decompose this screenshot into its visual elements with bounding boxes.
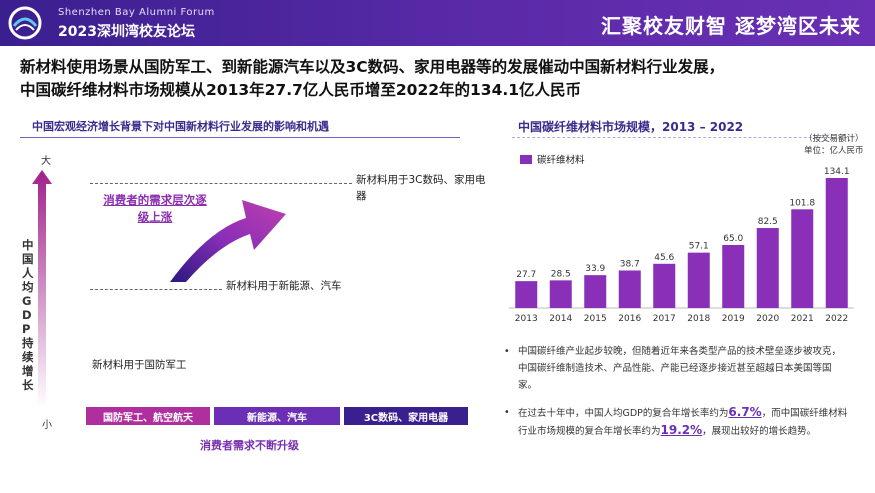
tick-label-2021: 2021: [791, 314, 814, 324]
headline-line-1: 新材料使用场景从国防军工、到新能源汽车以及3C数码、家用电器等的发展催动中国新材…: [20, 58, 725, 76]
gdp-arrow-icon: [32, 170, 52, 408]
consumer-label: 消费者需求不断升级: [200, 439, 299, 452]
slogan: 汇聚校友财智 逐梦湾区未来: [601, 14, 861, 38]
value-label-2014: 28.5: [551, 269, 571, 279]
axis-bottom-label: 小: [42, 420, 52, 431]
value-label-2017: 45.6: [654, 253, 674, 263]
right-title-rule: [512, 137, 847, 138]
value-label-2020: 82.5: [758, 217, 778, 227]
bar-2021: [791, 209, 814, 308]
tick-label-2016: 2016: [618, 314, 641, 324]
segment-ev: 新能源、汽车: [214, 407, 340, 425]
axis-top-label: 大: [41, 156, 51, 167]
bullet-2-pre: 在过去十年中，中国人均GDP的复合年增长率约为: [518, 408, 729, 419]
level-text-ev: 新材料用于新能源、汽车: [226, 280, 342, 292]
value-label-2013: 27.7: [516, 270, 536, 280]
tick-label-2022: 2022: [825, 314, 848, 324]
bar-2016: [618, 270, 641, 308]
bar-2017: [653, 263, 676, 308]
bar-2022: [825, 178, 848, 308]
bar-2013: [515, 281, 538, 308]
unit-note: （按交易额计） 单位：亿人民币: [804, 133, 864, 157]
value-label-2018: 57.1: [689, 242, 709, 252]
segment-defense: 国防军工、航空航天: [86, 407, 210, 425]
carbon-fiber-bar-chart: 27.7 2013 28.5 2014 33.9 2015 38.7 2016 45.6 2017…: [509, 167, 854, 324]
value-label-2015: 33.9: [585, 264, 605, 274]
bullet-dot: •: [504, 407, 510, 418]
unit-note-line-1: （按交易额计）: [804, 134, 864, 144]
bullet-1-text: 中国碳纤维产业起步较晚，但随着近年来各类型产品的技术壁垒逐步被攻克，中国碳纤维制…: [518, 346, 842, 391]
tick-label-2015: 2015: [584, 314, 607, 324]
tick-label-2013: 2013: [515, 314, 538, 324]
tick-label-2020: 2020: [756, 314, 779, 324]
bar-2019: [722, 244, 745, 308]
bullet-1: • 中国碳纤维产业起步较晚，但随着近年来各类型产品的技术壁垒逐步被攻克，中国碳纤…: [504, 343, 848, 394]
forum-name-en: Shenzhen Bay Alumni Forum: [58, 7, 215, 18]
headline-line-2: 中国碳纤维材料市场规模从2013年27.7亿人民币增至2022年的134.1亿人…: [20, 81, 582, 99]
value-label-2016: 38.7: [620, 259, 640, 269]
forum-logo-icon: [8, 6, 42, 40]
value-label-2019: 65.0: [723, 234, 743, 244]
bar-2014: [549, 280, 572, 308]
tick-label-2018: 2018: [687, 314, 710, 324]
tick-label-2019: 2019: [722, 314, 745, 324]
left-title-rule: [20, 137, 460, 138]
bullet-2-mid: ，而中国碳纤维材料行业市场规模的复合年增长率约为: [518, 408, 848, 437]
page-headline: 新材料使用场景从国防军工、到新能源汽车以及3C数码、家用电器等的发展催动中国新材…: [20, 56, 860, 102]
level-line-3c: [90, 183, 352, 184]
bar-2015: [584, 275, 607, 308]
gdp-axis-label: 中国人均GDP持续增长: [22, 238, 34, 392]
upgrade-arrow-icon: [170, 200, 286, 282]
right-panel-title: 中国碳纤维材料市场规模，2013 – 2022: [518, 120, 744, 134]
value-label-2021: 101.8: [789, 198, 815, 208]
level-text-3c: 新材料用于3C数码、家用电器: [356, 174, 486, 202]
demand-label: 消费者的需求层次逐级上涨: [103, 193, 207, 224]
bar-2020: [756, 228, 779, 308]
legend-swatch: [520, 154, 532, 164]
forum-name-cn: 2023深圳湾校友论坛: [58, 24, 195, 40]
header-bar: Shenzhen Bay Alumni Forum 2023深圳湾校友论坛 汇聚…: [0, 0, 875, 46]
bullet-dot: •: [504, 346, 510, 357]
segment-3c: 3C数码、家用电器: [344, 407, 468, 425]
chart-legend: 碳纤维材料: [520, 152, 585, 166]
unit-note-line-2: 单位：亿人民币: [804, 146, 864, 156]
value-label-2022: 134.1: [824, 167, 850, 177]
gdp-cagr-value: 6.7%: [728, 405, 762, 419]
tick-label-2014: 2014: [549, 314, 572, 324]
bar-2018: [687, 252, 710, 308]
level-line-ev: [90, 289, 222, 290]
legend-label: 碳纤维材料: [537, 155, 585, 166]
bullet-2: • 在过去十年中，中国人均GDP的复合年增长率约为6.7%，而中国碳纤维材料行业…: [504, 404, 848, 440]
left-panel-title: 中国宏观经济增长背景下对中国新材料行业发展的影响和机遇: [32, 120, 329, 133]
level-text-defense: 新材料用于国防军工: [92, 359, 187, 371]
tick-label-2017: 2017: [653, 314, 676, 324]
market-cagr-value: 19.2%: [660, 423, 703, 437]
bullet-2-post: ，展现出较好的增长趋势。: [702, 426, 817, 437]
